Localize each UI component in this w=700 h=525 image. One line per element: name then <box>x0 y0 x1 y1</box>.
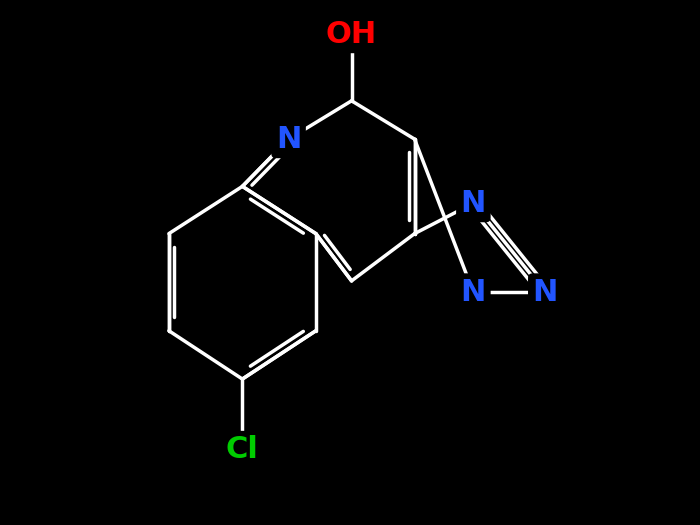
Text: N: N <box>533 278 558 307</box>
Text: N: N <box>276 124 301 154</box>
Text: N: N <box>461 278 486 307</box>
Text: Cl: Cl <box>226 435 259 465</box>
Text: OH: OH <box>326 19 377 49</box>
Text: N: N <box>461 188 486 218</box>
